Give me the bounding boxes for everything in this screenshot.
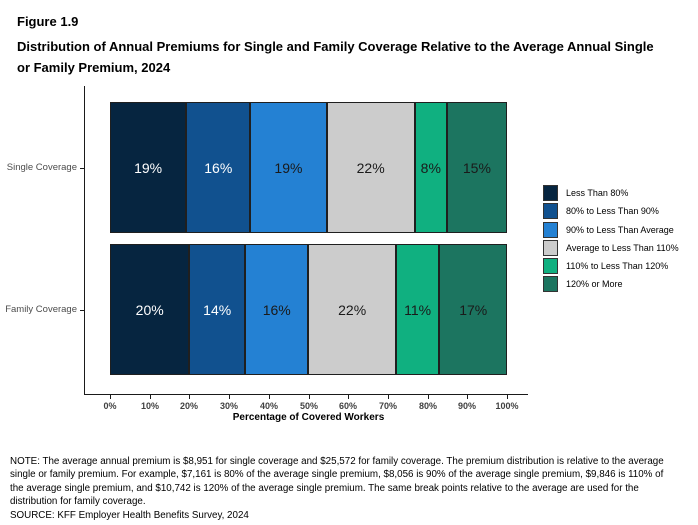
legend-label: 90% to Less Than Average [566,224,674,235]
y-axis-tick [80,310,84,311]
bar-segment: 22% [326,102,415,233]
x-axis-tick [150,395,151,399]
legend-label: 120% or More [566,279,623,290]
y-axis-tick [80,168,84,169]
x-axis-tick-label: 0% [103,401,117,411]
legend-swatch [543,239,558,256]
bar-segment: 16% [186,102,251,233]
x-axis-tick [507,395,508,399]
x-axis-tick-label: 100% [495,401,519,411]
y-axis-label: Family Coverage [5,303,77,315]
legend-label: 110% to Less Than 120% [566,261,669,272]
bar-segment: 15% [446,102,507,233]
x-axis-tick [269,395,270,399]
legend-swatch [543,185,558,201]
x-axis-tick [467,395,468,399]
x-axis-tick-label: 20% [179,401,198,411]
legend-item: 90% to Less Than Average [543,221,679,238]
legend-swatch [543,221,558,238]
legend-swatch [543,276,558,293]
x-axis-tick-label: 50% [299,401,318,411]
note-text: NOTE: The average annual premium is $8,9… [10,456,664,508]
bar-segment: 19% [110,102,187,233]
x-axis-tick-label: 80% [418,401,437,411]
x-axis-tick [189,395,190,399]
y-axis-label: Single Coverage [6,161,77,173]
bar-segment: 19% [250,102,327,233]
x-axis-tick [229,395,230,399]
bar-segment: 14% [189,244,245,375]
bar-row: 19% 16% 19% 22% 8% 15% [110,102,507,233]
x-axis-line [84,394,528,395]
x-axis-tick [348,395,349,399]
figure-label: Figure 1.9 [17,14,79,29]
x-axis-tick-label: 90% [457,401,476,411]
legend: Less Than 80% 80% to Less Than 90% 90% to … [543,185,679,295]
x-axis-title: Percentage of Covered Workers [232,412,385,423]
legend-label: 80% to Less Than 90% [566,206,659,217]
bar-segment: 8% [414,102,447,233]
x-axis-tick [309,395,310,399]
source-text: SOURCE: KFF Employer Health Benefits Sur… [10,509,249,521]
x-axis-tick-label: 30% [219,401,238,411]
x-axis-tick-label: 40% [259,401,278,411]
bar-segment: 17% [439,244,507,375]
legend-item: 120% or More [543,276,679,293]
legend-item: Less Than 80% [543,185,679,201]
bar-segment: 16% [244,244,309,375]
x-axis-tick [428,395,429,399]
x-axis-tick-label: 70% [378,401,397,411]
x-axis-tick-label: 60% [338,401,357,411]
footnotes: NOTE: The average annual premium is $8,9… [10,455,672,522]
bar-row: 20% 14% 16% 22% 11% 17% [110,244,507,375]
legend-label: Average to Less Than 110% [566,242,679,253]
x-axis-tick-label: 10% [140,401,159,411]
legend-item: 80% to Less Than 90% [543,203,679,220]
bar-segment: 11% [395,244,440,375]
legend-swatch [543,203,558,220]
page-title: Distribution of Annual Premiums for Sing… [17,39,654,75]
legend-item: Average to Less Than 110% [543,239,679,256]
bar-segment: 22% [308,244,396,375]
x-axis-tick [110,395,111,399]
legend-label: Less Than 80% [566,188,629,198]
legend-item: 110% to Less Than 120% [543,258,679,275]
legend-swatch [543,258,558,275]
bar-segment: 20% [110,244,190,375]
y-axis-line [84,86,85,394]
x-axis-tick [388,395,389,399]
